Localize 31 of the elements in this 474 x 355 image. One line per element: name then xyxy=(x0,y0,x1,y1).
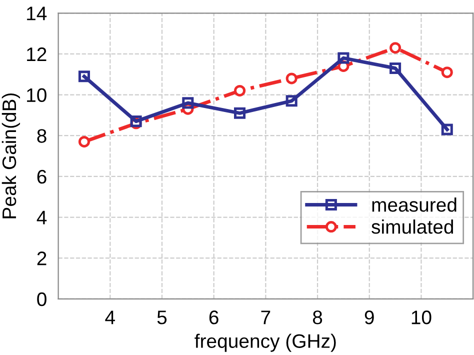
y-tick-label: 4 xyxy=(36,210,47,224)
x-tick-label: 10 xyxy=(412,310,432,324)
x-tick-label: 7 xyxy=(261,310,270,324)
y-tick-label: 0 xyxy=(37,292,46,306)
point xyxy=(234,107,246,119)
x-axis-title: frequency (GHz) xyxy=(194,334,336,352)
y-tick-label: 12 xyxy=(27,47,46,62)
x-tick-label: 9 xyxy=(364,310,374,324)
point xyxy=(390,62,402,74)
legend-label: measured xyxy=(372,197,456,212)
x-tick-label: 8 xyxy=(312,310,322,324)
point xyxy=(286,72,298,84)
x-tick-label: 6 xyxy=(209,310,218,324)
point xyxy=(390,42,402,54)
y-axis-title: Peak Gain(dB) xyxy=(2,93,20,218)
x-tick-label: 5 xyxy=(157,310,167,324)
point xyxy=(286,95,298,107)
point xyxy=(78,70,90,82)
point xyxy=(78,136,90,148)
x-tick-label: 4 xyxy=(105,310,115,324)
y-tick-label: 14 xyxy=(27,6,47,20)
point xyxy=(441,124,453,136)
legend-label: simulated xyxy=(372,220,454,234)
point xyxy=(182,97,194,109)
point xyxy=(338,52,350,64)
y-tick-label: 8 xyxy=(37,129,46,143)
y-tick-label: 6 xyxy=(37,170,46,184)
y-tick-label: 10 xyxy=(27,88,46,102)
point xyxy=(234,84,246,96)
point xyxy=(441,66,453,78)
y-tick-label: 2 xyxy=(37,252,46,266)
